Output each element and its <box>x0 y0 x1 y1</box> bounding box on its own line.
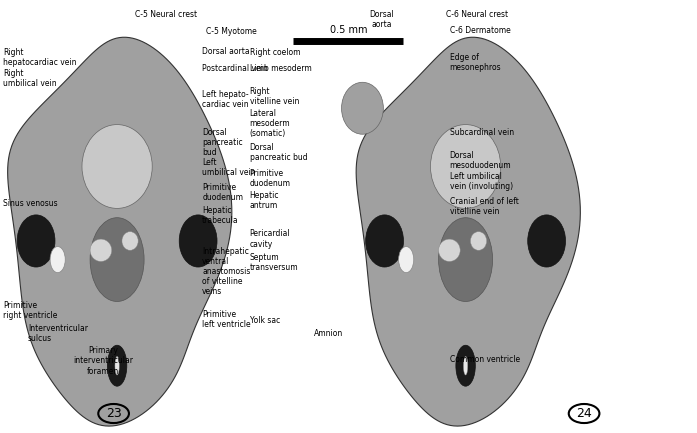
Text: Dorsal
mesoduodenum: Dorsal mesoduodenum <box>450 151 511 170</box>
Text: Postcardinal vein: Postcardinal vein <box>202 64 268 73</box>
Text: Amnion: Amnion <box>314 329 344 338</box>
Text: Primitive
right ventricle: Primitive right ventricle <box>3 301 58 320</box>
Text: Intrahepatic
ventral
anastomosis
of vitelline
veins: Intrahepatic ventral anastomosis of vite… <box>202 247 250 296</box>
Ellipse shape <box>456 345 475 386</box>
Ellipse shape <box>470 232 487 250</box>
Text: Left hepato-
cardiac vein: Left hepato- cardiac vein <box>202 90 249 109</box>
Text: 0.5 mm: 0.5 mm <box>330 25 367 35</box>
Ellipse shape <box>17 215 55 267</box>
Text: Dorsal
pancreatic
bud: Dorsal pancreatic bud <box>202 128 243 157</box>
Polygon shape <box>8 37 232 426</box>
Text: Common ventricle: Common ventricle <box>450 355 520 364</box>
Text: C-5 Neural crest: C-5 Neural crest <box>135 10 197 19</box>
Text: Subcardinal vein: Subcardinal vein <box>450 128 514 137</box>
Ellipse shape <box>107 345 127 386</box>
Text: Dorsal
pancreatic bud: Dorsal pancreatic bud <box>250 143 307 162</box>
Text: Primary
interventricular
foramen: Primary interventricular foramen <box>73 346 133 375</box>
Text: Left
umbilical vein: Left umbilical vein <box>202 158 256 177</box>
Text: Cranial end of left
vitelline vein: Cranial end of left vitelline vein <box>450 197 519 216</box>
Text: Sinus venosus: Sinus venosus <box>3 199 58 208</box>
Text: Primitive
duodenum: Primitive duodenum <box>202 183 243 202</box>
Ellipse shape <box>50 246 66 273</box>
Ellipse shape <box>122 232 138 250</box>
Text: Right
vitelline vein: Right vitelline vein <box>250 87 299 106</box>
Ellipse shape <box>342 82 383 134</box>
Text: Primitive
left ventricle: Primitive left ventricle <box>202 310 251 329</box>
Ellipse shape <box>528 215 565 267</box>
Ellipse shape <box>90 239 112 262</box>
Text: Right coelom: Right coelom <box>250 48 300 57</box>
Text: Yolk sac: Yolk sac <box>250 316 279 325</box>
Ellipse shape <box>399 246 414 273</box>
Text: Pericardial
cavity: Pericardial cavity <box>250 229 290 249</box>
Text: Primitive
duodenum: Primitive duodenum <box>250 169 291 188</box>
Ellipse shape <box>366 215 404 267</box>
Text: Right
umbilical vein: Right umbilical vein <box>3 69 57 88</box>
Ellipse shape <box>82 125 152 208</box>
Text: C-6 Dermatome: C-6 Dermatome <box>450 26 510 35</box>
Text: Hepatic
antrum: Hepatic antrum <box>250 191 279 210</box>
Text: Edge of
mesonephros: Edge of mesonephros <box>450 53 501 72</box>
Text: Dorsal aorta: Dorsal aorta <box>202 47 250 56</box>
Polygon shape <box>356 37 581 426</box>
Ellipse shape <box>438 218 493 301</box>
Ellipse shape <box>115 356 119 375</box>
Text: Limb mesoderm: Limb mesoderm <box>250 64 312 73</box>
Text: 24: 24 <box>576 407 592 420</box>
Text: Interventricular
sulcus: Interventricular sulcus <box>28 324 88 343</box>
Text: Left umbilical
vein (involuting): Left umbilical vein (involuting) <box>450 172 513 191</box>
Ellipse shape <box>464 356 468 375</box>
Text: C-5 Myotome: C-5 Myotome <box>206 27 257 36</box>
Ellipse shape <box>90 218 144 301</box>
Text: 23: 23 <box>106 407 121 420</box>
Text: Hepatic
trabecula: Hepatic trabecula <box>202 206 239 225</box>
Text: Right
hepatocardiac vein: Right hepatocardiac vein <box>3 48 77 67</box>
Text: C-6 Neural crest: C-6 Neural crest <box>446 10 508 19</box>
Ellipse shape <box>438 239 460 262</box>
Ellipse shape <box>179 215 217 267</box>
Text: Lateral
mesoderm
(somatic): Lateral mesoderm (somatic) <box>250 109 290 138</box>
Text: Dorsal
aorta: Dorsal aorta <box>369 10 395 29</box>
Ellipse shape <box>431 125 500 208</box>
Text: Septum
transversum: Septum transversum <box>250 253 298 272</box>
